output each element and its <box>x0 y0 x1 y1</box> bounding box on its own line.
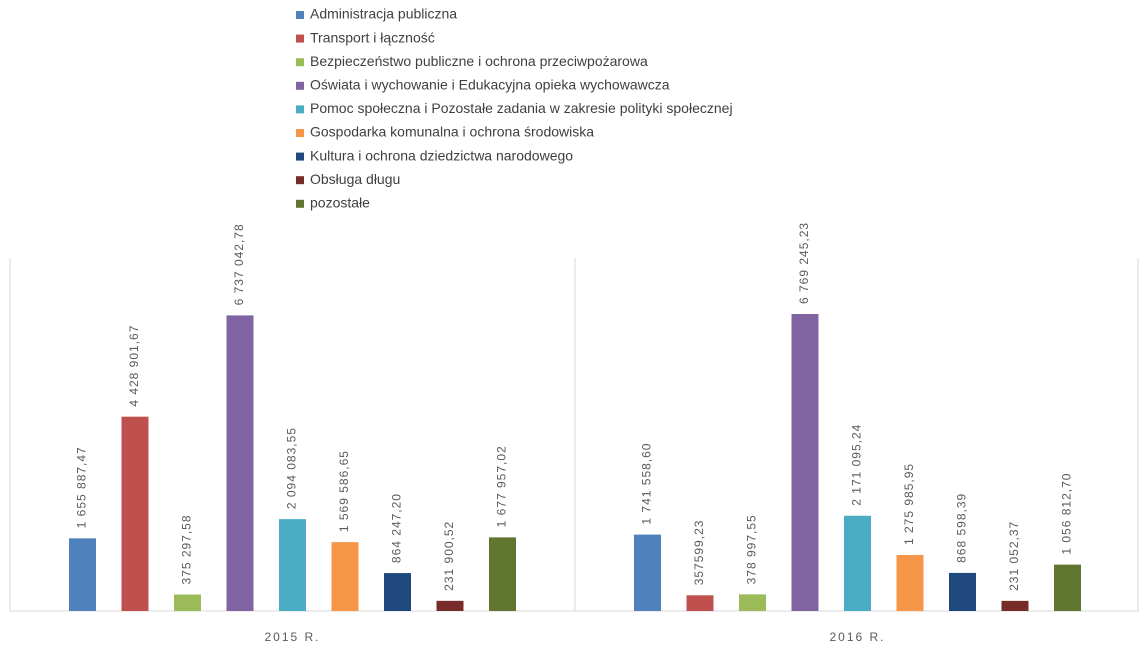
bar <box>331 542 359 611</box>
bar <box>634 534 661 611</box>
bar <box>896 555 924 611</box>
bar <box>174 594 201 611</box>
bar <box>279 519 306 611</box>
legend-swatch <box>296 81 304 90</box>
value-label: 1 275 985,95 <box>902 463 916 545</box>
bar <box>1054 564 1081 611</box>
legend-label: Bezpieczeństwo publiczne i ochrona przec… <box>310 53 648 69</box>
bar <box>739 594 766 611</box>
value-label: 375 297,58 <box>180 514 194 584</box>
legend-swatch <box>296 58 304 67</box>
value-label: 6 737 042,78 <box>232 223 246 305</box>
value-label: 864 247,20 <box>390 493 404 563</box>
legend-swatch <box>296 129 304 137</box>
value-label: 4 428 901,67 <box>127 325 141 407</box>
legend-swatch <box>296 176 304 185</box>
legend-label: Pomoc społeczna i Pozostałe zadania w za… <box>310 100 733 116</box>
bar <box>686 595 714 611</box>
legend-label: Oświata i wychowanie i Edukacyjna opieka… <box>310 77 670 93</box>
bar <box>489 537 516 611</box>
legend-swatch <box>296 199 304 208</box>
bar <box>226 315 254 611</box>
legend-swatch <box>296 105 304 114</box>
bar <box>791 314 819 611</box>
legend-label: Administracja publiczna <box>310 6 457 22</box>
x-tick-label: 2016 R. <box>829 630 885 644</box>
value-label: 378 997,55 <box>745 514 759 584</box>
value-label: 2 171 095,24 <box>850 424 864 506</box>
bar <box>384 573 411 611</box>
legend-label: Kultura i ochrona dziedzictwa narodowego <box>310 147 573 163</box>
bar <box>1001 600 1029 611</box>
value-label: 231 052,37 <box>1007 521 1021 591</box>
value-label: 2 094 083,55 <box>285 427 299 509</box>
bar <box>69 538 96 611</box>
value-label: 868 598,39 <box>955 493 969 563</box>
value-label: 231 900,52 <box>442 521 456 591</box>
legend-swatch <box>296 34 304 43</box>
value-label: 1 655 887,47 <box>75 446 89 528</box>
value-label: 357599,23 <box>692 520 706 586</box>
legend-label: Gospodarka komunalna i ochrona środowisk… <box>310 124 594 140</box>
value-label: 1 569 586,65 <box>337 450 351 532</box>
bar <box>436 600 464 611</box>
bar <box>121 416 149 611</box>
bar <box>844 515 871 611</box>
legend-label: Transport i łączność <box>310 29 435 45</box>
legend-label: pozostałe <box>310 195 370 211</box>
value-label: 1 741 558,60 <box>640 443 654 525</box>
bar <box>949 572 976 611</box>
legend-swatch <box>296 11 304 19</box>
value-label: 6 769 245,23 <box>797 222 811 304</box>
x-tick-label: 2015 R. <box>264 630 320 644</box>
legend-swatch <box>296 152 304 161</box>
value-label: 1 056 812,70 <box>1060 473 1074 555</box>
value-label: 1 677 957,02 <box>495 445 509 527</box>
legend-label: Obsługa długu <box>310 171 400 187</box>
